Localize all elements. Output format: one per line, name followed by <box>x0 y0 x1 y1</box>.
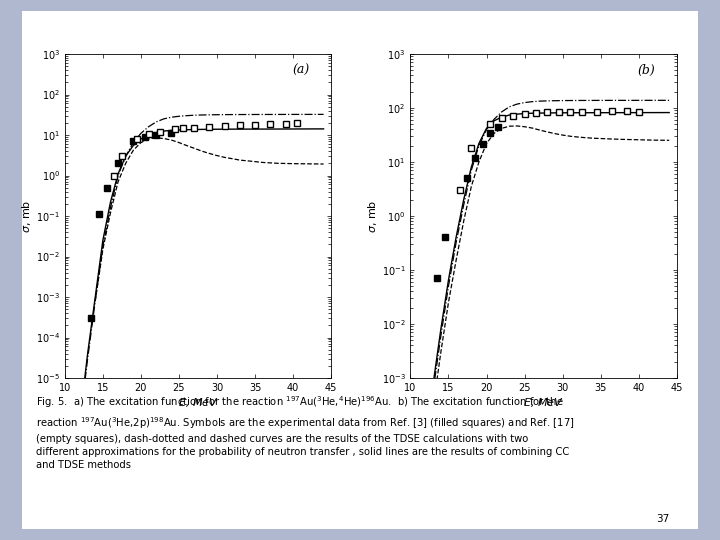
X-axis label: $E$, MeV: $E$, MeV <box>178 396 218 409</box>
Text: (a): (a) <box>292 64 310 77</box>
X-axis label: $E$, MeV: $E$, MeV <box>523 396 564 409</box>
Text: Fig. 5.  a) The excitation function for the reaction $^{197}$Au($^3$He,$^4$He)$^: Fig. 5. a) The excitation function for t… <box>36 394 575 470</box>
Text: 37: 37 <box>657 514 670 524</box>
Text: (b): (b) <box>638 64 655 77</box>
Y-axis label: $\sigma$, mb: $\sigma$, mb <box>366 199 379 233</box>
Y-axis label: $\sigma$, mb: $\sigma$, mb <box>20 199 33 233</box>
